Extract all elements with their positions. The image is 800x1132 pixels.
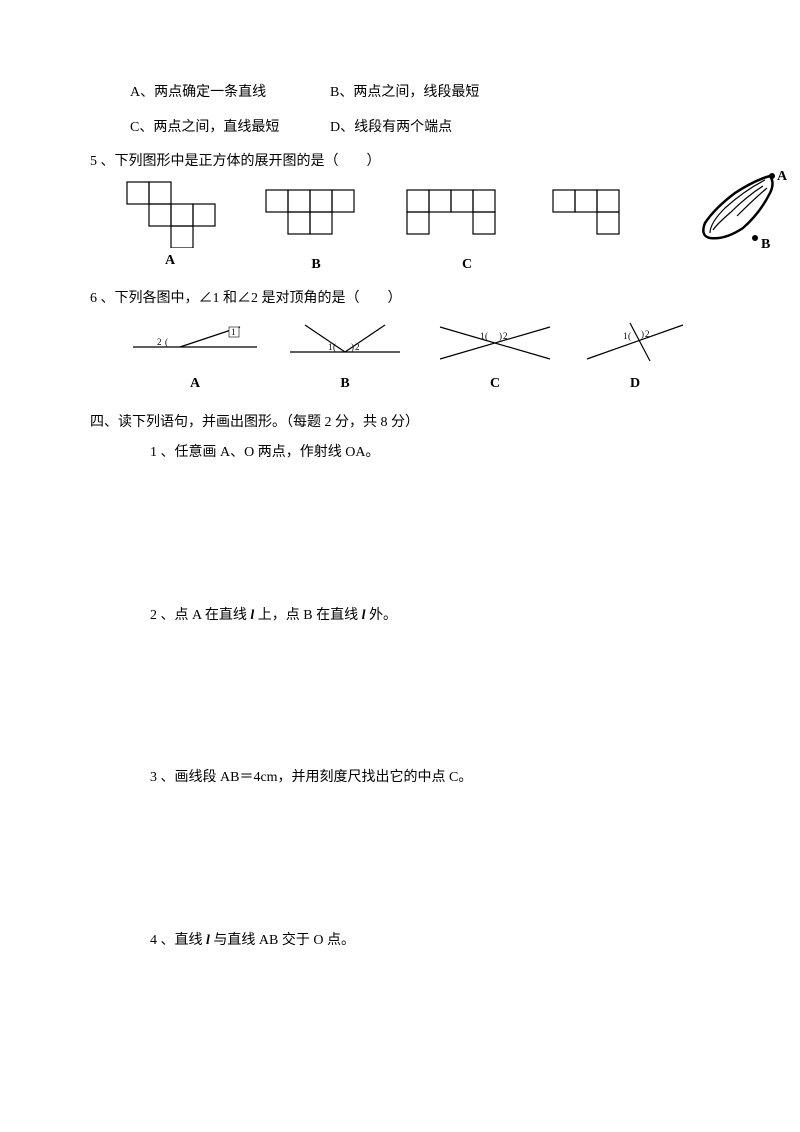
- q5-fig-A: A: [100, 180, 240, 275]
- scribble-label-B: B: [761, 237, 770, 252]
- option-C: C、两点之间，直线最短: [130, 115, 330, 142]
- q6-figures: 1 2 ( A 1 ( 2 ) B 1 ( 2: [120, 317, 710, 398]
- sub2-mid: 上，点 B 在直线: [254, 608, 361, 623]
- option-A: A、两点确定一条直线: [130, 80, 330, 107]
- question-6-text: 6 、下列各图中，∠1 和∠2 是对顶角的是（ ）: [90, 286, 710, 313]
- section4-sub2: 2 、点 A 在直线 l 上，点 B 在直线 l 外。: [150, 603, 710, 630]
- svg-text:2: 2: [157, 337, 162, 347]
- q5-fig-D: [542, 180, 642, 248]
- angle-fig-B: 1 ( 2 ): [275, 317, 415, 367]
- drawing-space-3: [90, 798, 710, 928]
- cube-net-A: [115, 180, 225, 248]
- drawing-space-1: [90, 473, 710, 603]
- svg-text:): ): [351, 342, 354, 352]
- svg-text:2: 2: [503, 331, 508, 341]
- q5-fig-C: C: [392, 180, 542, 279]
- options-row-2: C、两点之间，直线最短 D、线段有两个端点: [130, 115, 710, 142]
- cube-net-B: [256, 180, 376, 248]
- q6-label-C: C: [490, 371, 500, 398]
- q5-figures: A B C: [100, 180, 710, 279]
- section4-sub3: 3 、画线段 AB＝4cm，并用刻度尺找出它的中点 C。: [150, 765, 710, 792]
- q6-fig-B: 1 ( 2 ) B: [270, 317, 420, 398]
- angle-fig-A: 1 2 (: [125, 317, 265, 367]
- svg-text:2: 2: [645, 329, 650, 339]
- svg-text:): ): [641, 329, 644, 339]
- q5-label-C: C: [462, 252, 472, 279]
- section-4-heading: 四、读下列语句，并画出图形。（每题 2 分，共 8 分）: [90, 410, 710, 437]
- q5-label-A: A: [165, 248, 175, 275]
- cube-net-C: [397, 180, 537, 248]
- options-row-1: A、两点确定一条直线 B、两点之间，线段最短: [130, 80, 710, 107]
- q6-label-B: B: [340, 371, 349, 398]
- sub4-suf: 与直线 AB 交于 O 点。: [210, 933, 355, 948]
- q5-scribble: A B: [695, 168, 790, 269]
- angle-fig-D: 1 ( 2 ): [575, 317, 695, 367]
- svg-text:): ): [499, 331, 502, 341]
- svg-text:(: (: [628, 331, 631, 341]
- q6-fig-C: 1 ( 2 ) C: [420, 317, 570, 398]
- option-B: B、两点之间，线段最短: [330, 80, 530, 107]
- q5-label-B: B: [311, 252, 320, 279]
- q6-fig-D: 1 ( 2 ) D: [570, 317, 700, 398]
- svg-text:1: 1: [231, 327, 236, 337]
- scribble-label-A: A: [777, 169, 788, 184]
- cube-net-D: [547, 180, 637, 248]
- svg-text:(: (: [165, 337, 168, 347]
- scribble-AB-icon: A B: [695, 168, 790, 258]
- angle-fig-C: 1 ( 2 ): [425, 317, 565, 367]
- section4-sub1: 1 、任意画 A、O 两点，作射线 OA。: [150, 440, 710, 467]
- sub2-suf: 外。: [365, 608, 397, 623]
- question-5-text: 5 、下列图形中是正方体的展开图的是（ ）: [90, 149, 710, 176]
- drawing-space-2: [90, 635, 710, 765]
- svg-text:1: 1: [480, 331, 485, 341]
- q6-fig-A: 1 2 ( A: [120, 317, 270, 398]
- q6-label-D: D: [630, 371, 640, 398]
- svg-text:2: 2: [355, 342, 360, 352]
- svg-text:1: 1: [623, 331, 628, 341]
- option-D: D、线段有两个端点: [330, 115, 530, 142]
- svg-text:(: (: [333, 342, 336, 352]
- svg-text:(: (: [485, 331, 488, 341]
- svg-text:1: 1: [328, 342, 333, 352]
- q6-label-A: A: [190, 371, 200, 398]
- q5-fig-B: B: [246, 180, 386, 279]
- sub4-pre: 4 、直线: [150, 933, 206, 948]
- section4-sub4: 4 、直线 l 与直线 AB 交于 O 点。: [150, 928, 710, 955]
- sub2-pre: 2 、点 A 在直线: [150, 608, 250, 623]
